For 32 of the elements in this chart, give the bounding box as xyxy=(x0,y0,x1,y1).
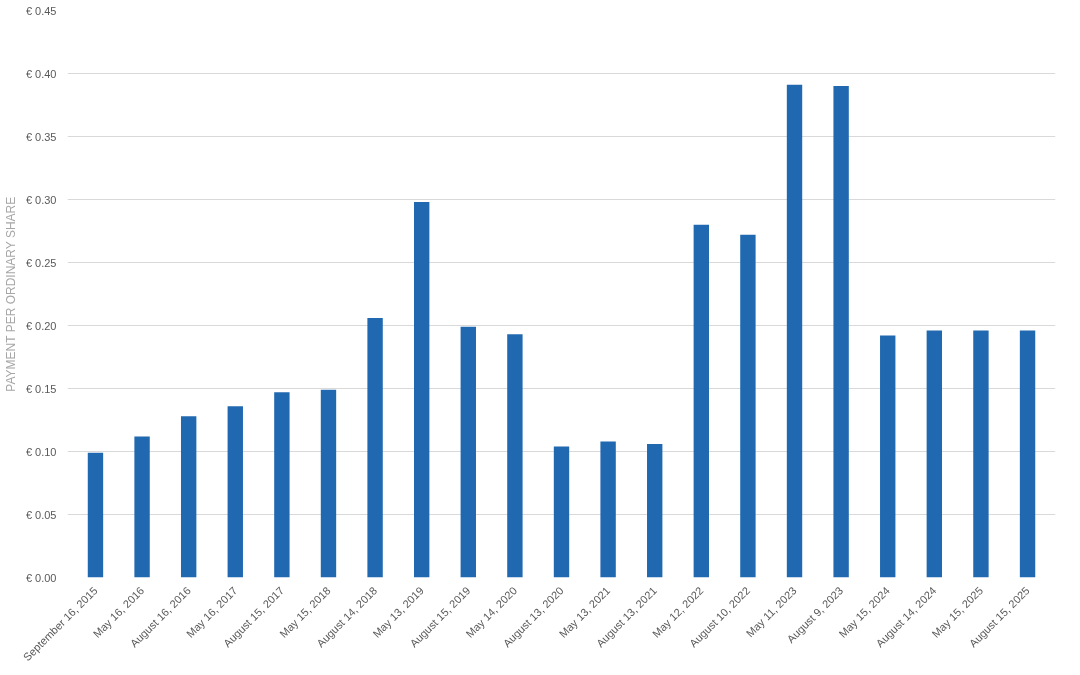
y-tick-label: € 0.35 xyxy=(25,130,57,143)
bar xyxy=(786,84,803,578)
bar xyxy=(740,234,756,578)
y-tick-label: € 0.25 xyxy=(25,256,57,269)
bar xyxy=(647,443,663,578)
bar xyxy=(833,86,849,578)
y-tick-label: € 0.30 xyxy=(25,193,57,206)
bar xyxy=(926,330,943,578)
bar xyxy=(134,436,150,578)
bar xyxy=(553,446,570,578)
y-tick-label: € 0.45 xyxy=(25,4,57,17)
bar xyxy=(227,406,243,578)
bar xyxy=(87,452,104,578)
bar xyxy=(973,330,989,578)
bar xyxy=(460,326,476,578)
y-tick-label: € 0.15 xyxy=(25,382,57,395)
bar xyxy=(600,441,616,578)
bar xyxy=(367,317,383,578)
y-axis-title: PAYMENT PER ORDINARY SHARE xyxy=(3,196,18,392)
bar xyxy=(507,334,523,578)
bar xyxy=(880,335,896,578)
bar xyxy=(274,392,290,578)
y-tick-label: € 0.05 xyxy=(25,508,57,521)
y-tick-label: € 0.10 xyxy=(25,445,57,458)
bar xyxy=(180,416,197,578)
y-tick-label: € 0.40 xyxy=(25,67,57,80)
bar xyxy=(320,389,337,578)
bar xyxy=(1019,330,1036,578)
bar xyxy=(414,202,430,578)
y-tick-label: € 0.20 xyxy=(25,319,57,332)
y-tick-label: € 0.00 xyxy=(25,571,57,584)
bar xyxy=(693,224,709,578)
